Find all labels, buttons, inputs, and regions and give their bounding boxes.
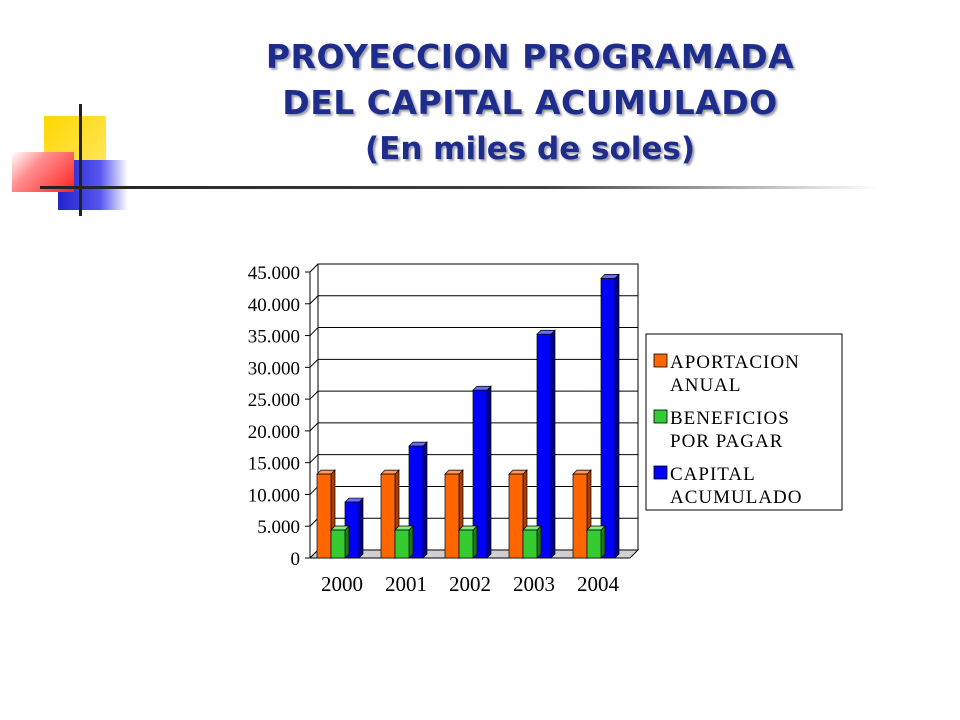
x-tick-label: 2004 [577, 572, 620, 596]
x-tick-label: 2001 [385, 572, 427, 596]
bar-beneficios-2004 [586, 525, 606, 559]
slide-title: PROYECCION PROGRAMADA DEL CAPITAL ACUMUL… [200, 34, 860, 172]
gridline-side [309, 263, 319, 273]
legend-label: APORTACION [670, 352, 800, 373]
gridline-side [309, 454, 319, 464]
legend-label: POR PAGAR [670, 431, 783, 452]
y-tick-label: 20.000 [248, 422, 300, 443]
gridline-side [309, 422, 319, 432]
bar-capital-2003 [536, 329, 556, 559]
gridline-side [309, 327, 319, 336]
x-tick-label: 2000 [321, 572, 363, 596]
bar-beneficios-2003 [522, 525, 542, 559]
legend-swatch [653, 409, 668, 424]
y-tick-label: 5.000 [257, 517, 300, 538]
x-tick-label: 2003 [513, 572, 555, 596]
deco-red-square [12, 152, 74, 192]
y-tick-label: 45.000 [248, 263, 300, 284]
legend-label: BENEFICIOS [670, 408, 790, 429]
y-tick-label: 35.000 [248, 327, 300, 348]
bar-beneficios-2001 [394, 525, 414, 559]
bar-capital-2004 [600, 273, 620, 559]
y-tick-label: 25.000 [248, 390, 300, 411]
y-tick-label: 10.000 [248, 485, 300, 506]
legend-label: ACUMULADO [670, 487, 803, 508]
x-tick-label: 2002 [449, 572, 491, 596]
deco-vertical-line [79, 104, 82, 216]
legend-swatch [653, 353, 668, 368]
y-tick-label: 30.000 [248, 358, 300, 379]
y-tick-label: 15.000 [248, 454, 300, 475]
deco-horizontal-line [40, 186, 880, 189]
bar-capital-2002 [472, 385, 492, 559]
bar-beneficios-2002 [458, 525, 478, 559]
legend [645, 333, 843, 511]
gridline-side [309, 390, 319, 400]
legend-swatch [653, 465, 668, 480]
legend-label: ANUAL [670, 375, 742, 396]
y-tick-label: 40.000 [248, 295, 300, 316]
bar-beneficios-2000 [330, 525, 350, 559]
legend-label: CAPITAL [670, 464, 756, 485]
title-line-1: PROYECCION PROGRAMADA [265, 37, 795, 76]
gridline-side [309, 358, 319, 368]
title-line-2: DEL CAPITAL ACUMULADO [282, 83, 778, 122]
gridline-side [309, 295, 319, 305]
y-tick-label: 0 [291, 549, 301, 570]
title-line-3: (En miles de soles) [364, 131, 696, 167]
